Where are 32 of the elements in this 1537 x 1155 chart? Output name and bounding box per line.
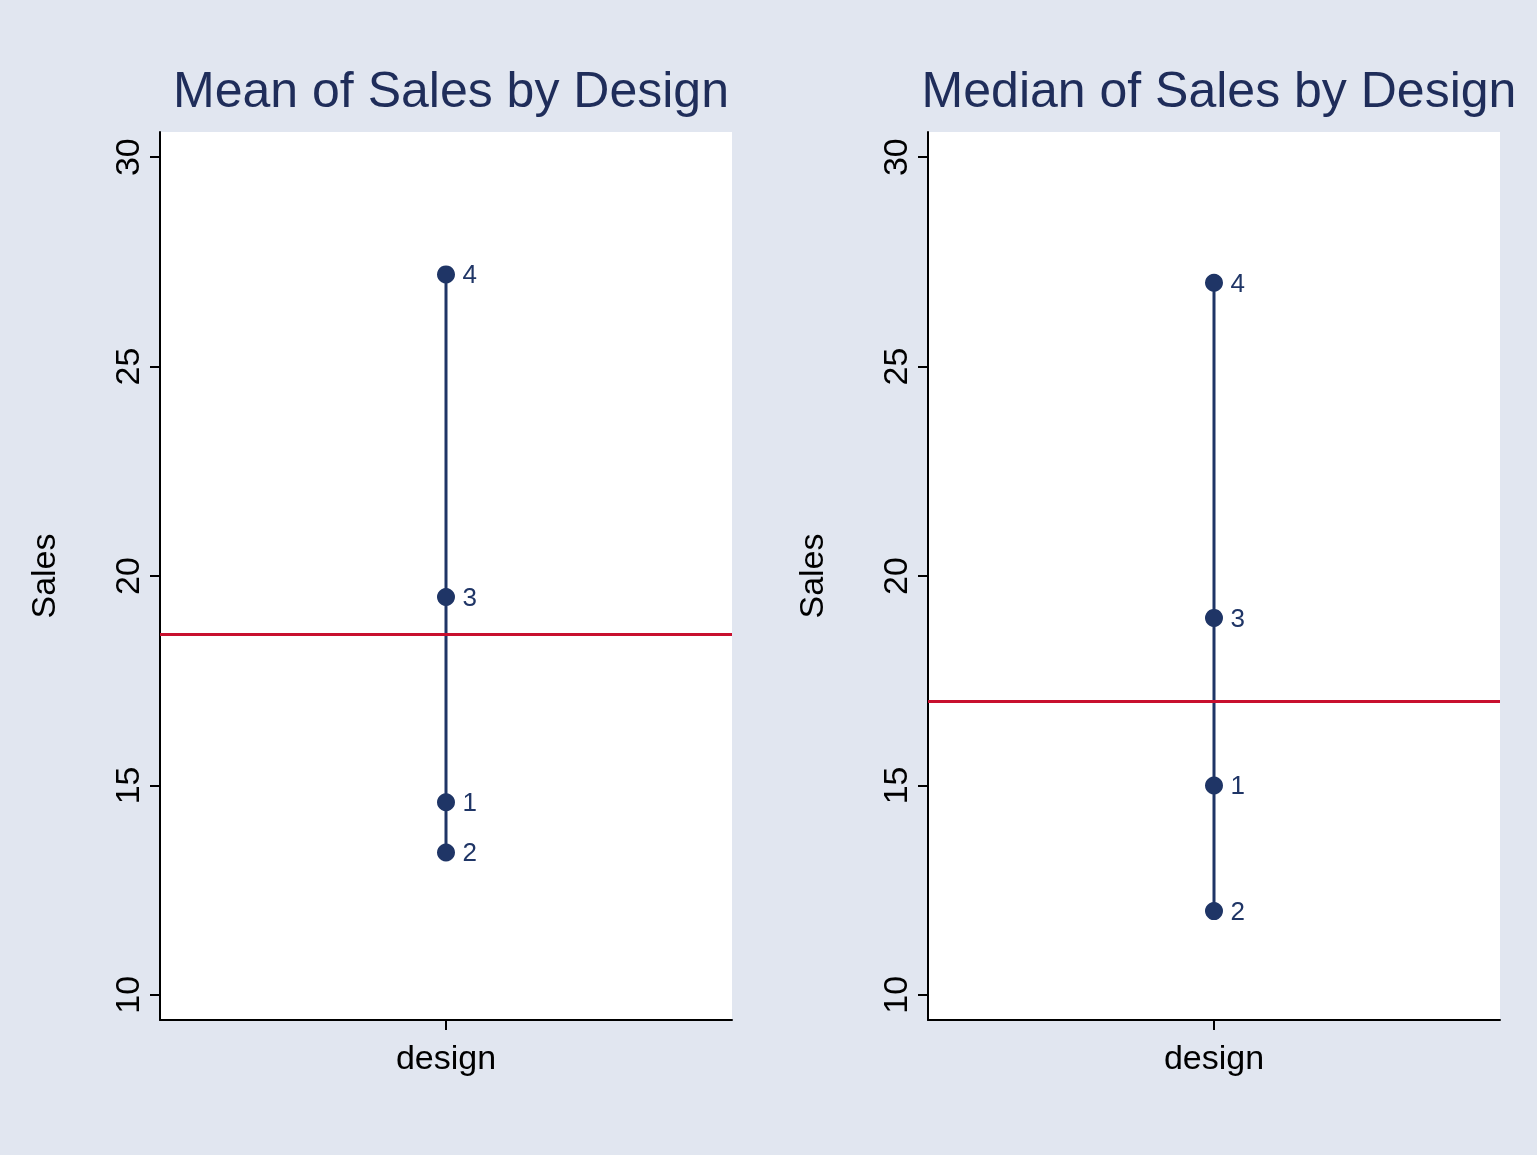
- chart-title: Median of Sales by Design: [921, 62, 1517, 118]
- y-tick-label: 15: [876, 766, 914, 805]
- chart-title: Mean of Sales by Design: [173, 62, 729, 118]
- y-tick-label: 25: [108, 347, 146, 386]
- y-tick-label: 20: [108, 557, 146, 595]
- y-tick-label: 10: [876, 975, 914, 1014]
- y-tick-label: 25: [876, 347, 914, 386]
- y-tick-label: 20: [876, 557, 914, 595]
- y-tick-label: 15: [108, 766, 146, 805]
- annotation: 2: [1230, 896, 1245, 927]
- annotation: 3: [1230, 602, 1245, 633]
- annotation: 4: [462, 259, 477, 290]
- point: [1205, 608, 1223, 627]
- annotation: 4: [1230, 267, 1245, 298]
- annotation: 1: [462, 787, 477, 818]
- point: [437, 843, 455, 862]
- point: [437, 587, 455, 606]
- y-axis-title: Sales: [792, 533, 830, 619]
- point: [437, 265, 455, 284]
- point: [1205, 776, 1223, 795]
- x-tick-label: design: [1163, 1038, 1265, 1076]
- point: [437, 793, 455, 812]
- annotation: 2: [462, 837, 477, 868]
- y-tick-label: 30: [876, 138, 914, 177]
- y-tick-label: 10: [108, 975, 146, 1014]
- y-axis-title: Sales: [24, 533, 62, 619]
- annotation: 1: [1230, 770, 1245, 801]
- annotation: 3: [462, 581, 477, 612]
- y-tick-label: 30: [108, 138, 146, 177]
- point: [1205, 902, 1223, 921]
- point: [1205, 273, 1223, 292]
- x-tick-label: design: [395, 1038, 497, 1076]
